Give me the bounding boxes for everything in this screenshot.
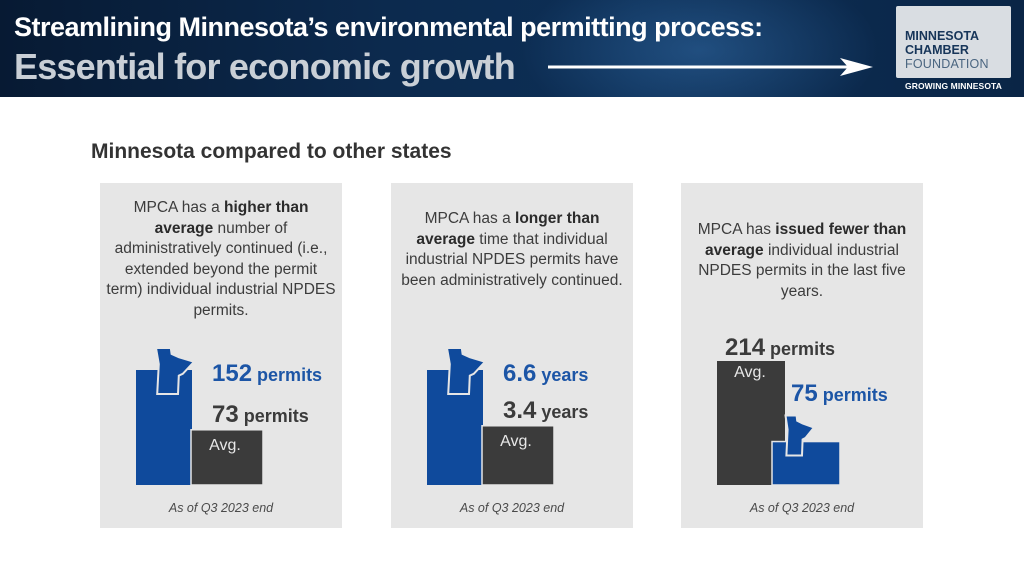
logo-line-1: MINNESOTA (905, 29, 980, 43)
description-emphasis: issued fewer than average (705, 221, 907, 259)
logo-line-2: CHAMBER (905, 43, 969, 57)
minnesota-state-shape (445, 347, 487, 395)
avg-label: Avg. (500, 433, 532, 450)
description-text: MPCA has a (133, 199, 225, 216)
description-text: MPCA has a (424, 210, 516, 227)
arrow-right-icon (548, 58, 873, 76)
average-value-label: 73 permits (212, 401, 309, 428)
minnesota-state-shape (154, 347, 196, 395)
average-bar (481, 425, 555, 486)
value-unit: permits (765, 339, 835, 359)
minnesota-value-label: 75 permits (791, 380, 888, 407)
minnesota-value-label: 152 permits (212, 360, 322, 387)
minnesota-state-shape (784, 414, 816, 457)
panel-footnote: As of Q3 2023 end (168, 501, 274, 515)
average-bar (190, 429, 264, 486)
panel-description: MPCA has a higher than average number of… (106, 198, 336, 321)
logo-tagline: GROWING MINNESOTA (905, 81, 1002, 91)
value-number: 73 (212, 401, 239, 428)
average-value-label: 214 permits (725, 334, 835, 361)
comparison-panel-admin-continued: MPCA has a higher than average number of… (100, 183, 342, 528)
value-number: 152 (212, 360, 252, 387)
comparison-panel-continued-time: MPCA has a longer than average time that… (391, 183, 633, 528)
description-emphasis: longer than average (416, 210, 600, 248)
value-number: 6.6 (503, 360, 536, 387)
chamber-logo: MINNESOTA CHAMBER FOUNDATION (896, 6, 1011, 78)
comparison-panel-issued: MPCA has issued fewer than average indiv… (681, 183, 923, 528)
description-text: number of administratively continued (i.… (106, 219, 336, 319)
value-unit: years (536, 365, 588, 385)
average-value-label: 3.4 years (503, 397, 588, 424)
header-banner: Streamlining Minnesota’s environmental p… (0, 0, 1024, 97)
banner-glow (520, 0, 880, 97)
panel-footnote: As of Q3 2023 end (459, 501, 565, 515)
section-title: Minnesota compared to other states (91, 140, 452, 163)
header-subtitle: Essential for economic growth (14, 46, 516, 87)
value-unit: permits (818, 385, 888, 405)
avg-label: Avg. (734, 364, 766, 381)
description-text: individual industrial NPDES permits in t… (698, 241, 906, 300)
minnesota-value-label: 6.6 years (503, 360, 588, 387)
value-unit: permits (239, 406, 309, 426)
panel-footnote: As of Q3 2023 end (749, 501, 855, 515)
value-number: 75 (791, 380, 818, 407)
logo-line-3: FOUNDATION (905, 57, 989, 71)
header-title: Streamlining Minnesota’s environmental p… (14, 12, 763, 42)
value-unit: permits (252, 365, 322, 385)
avg-label: Avg. (209, 437, 241, 454)
value-number: 3.4 (503, 397, 537, 424)
value-unit: years (536, 402, 588, 422)
panel-description: MPCA has issued fewer than average indiv… (687, 220, 917, 302)
description-text: time that individual industrial NPDES pe… (401, 230, 623, 289)
panel-description: MPCA has a longer than average time that… (397, 209, 627, 291)
minnesota-bar (771, 440, 841, 486)
description-emphasis: higher than average (154, 199, 309, 237)
value-number: 214 (725, 334, 766, 361)
description-text: MPCA has (697, 221, 776, 238)
